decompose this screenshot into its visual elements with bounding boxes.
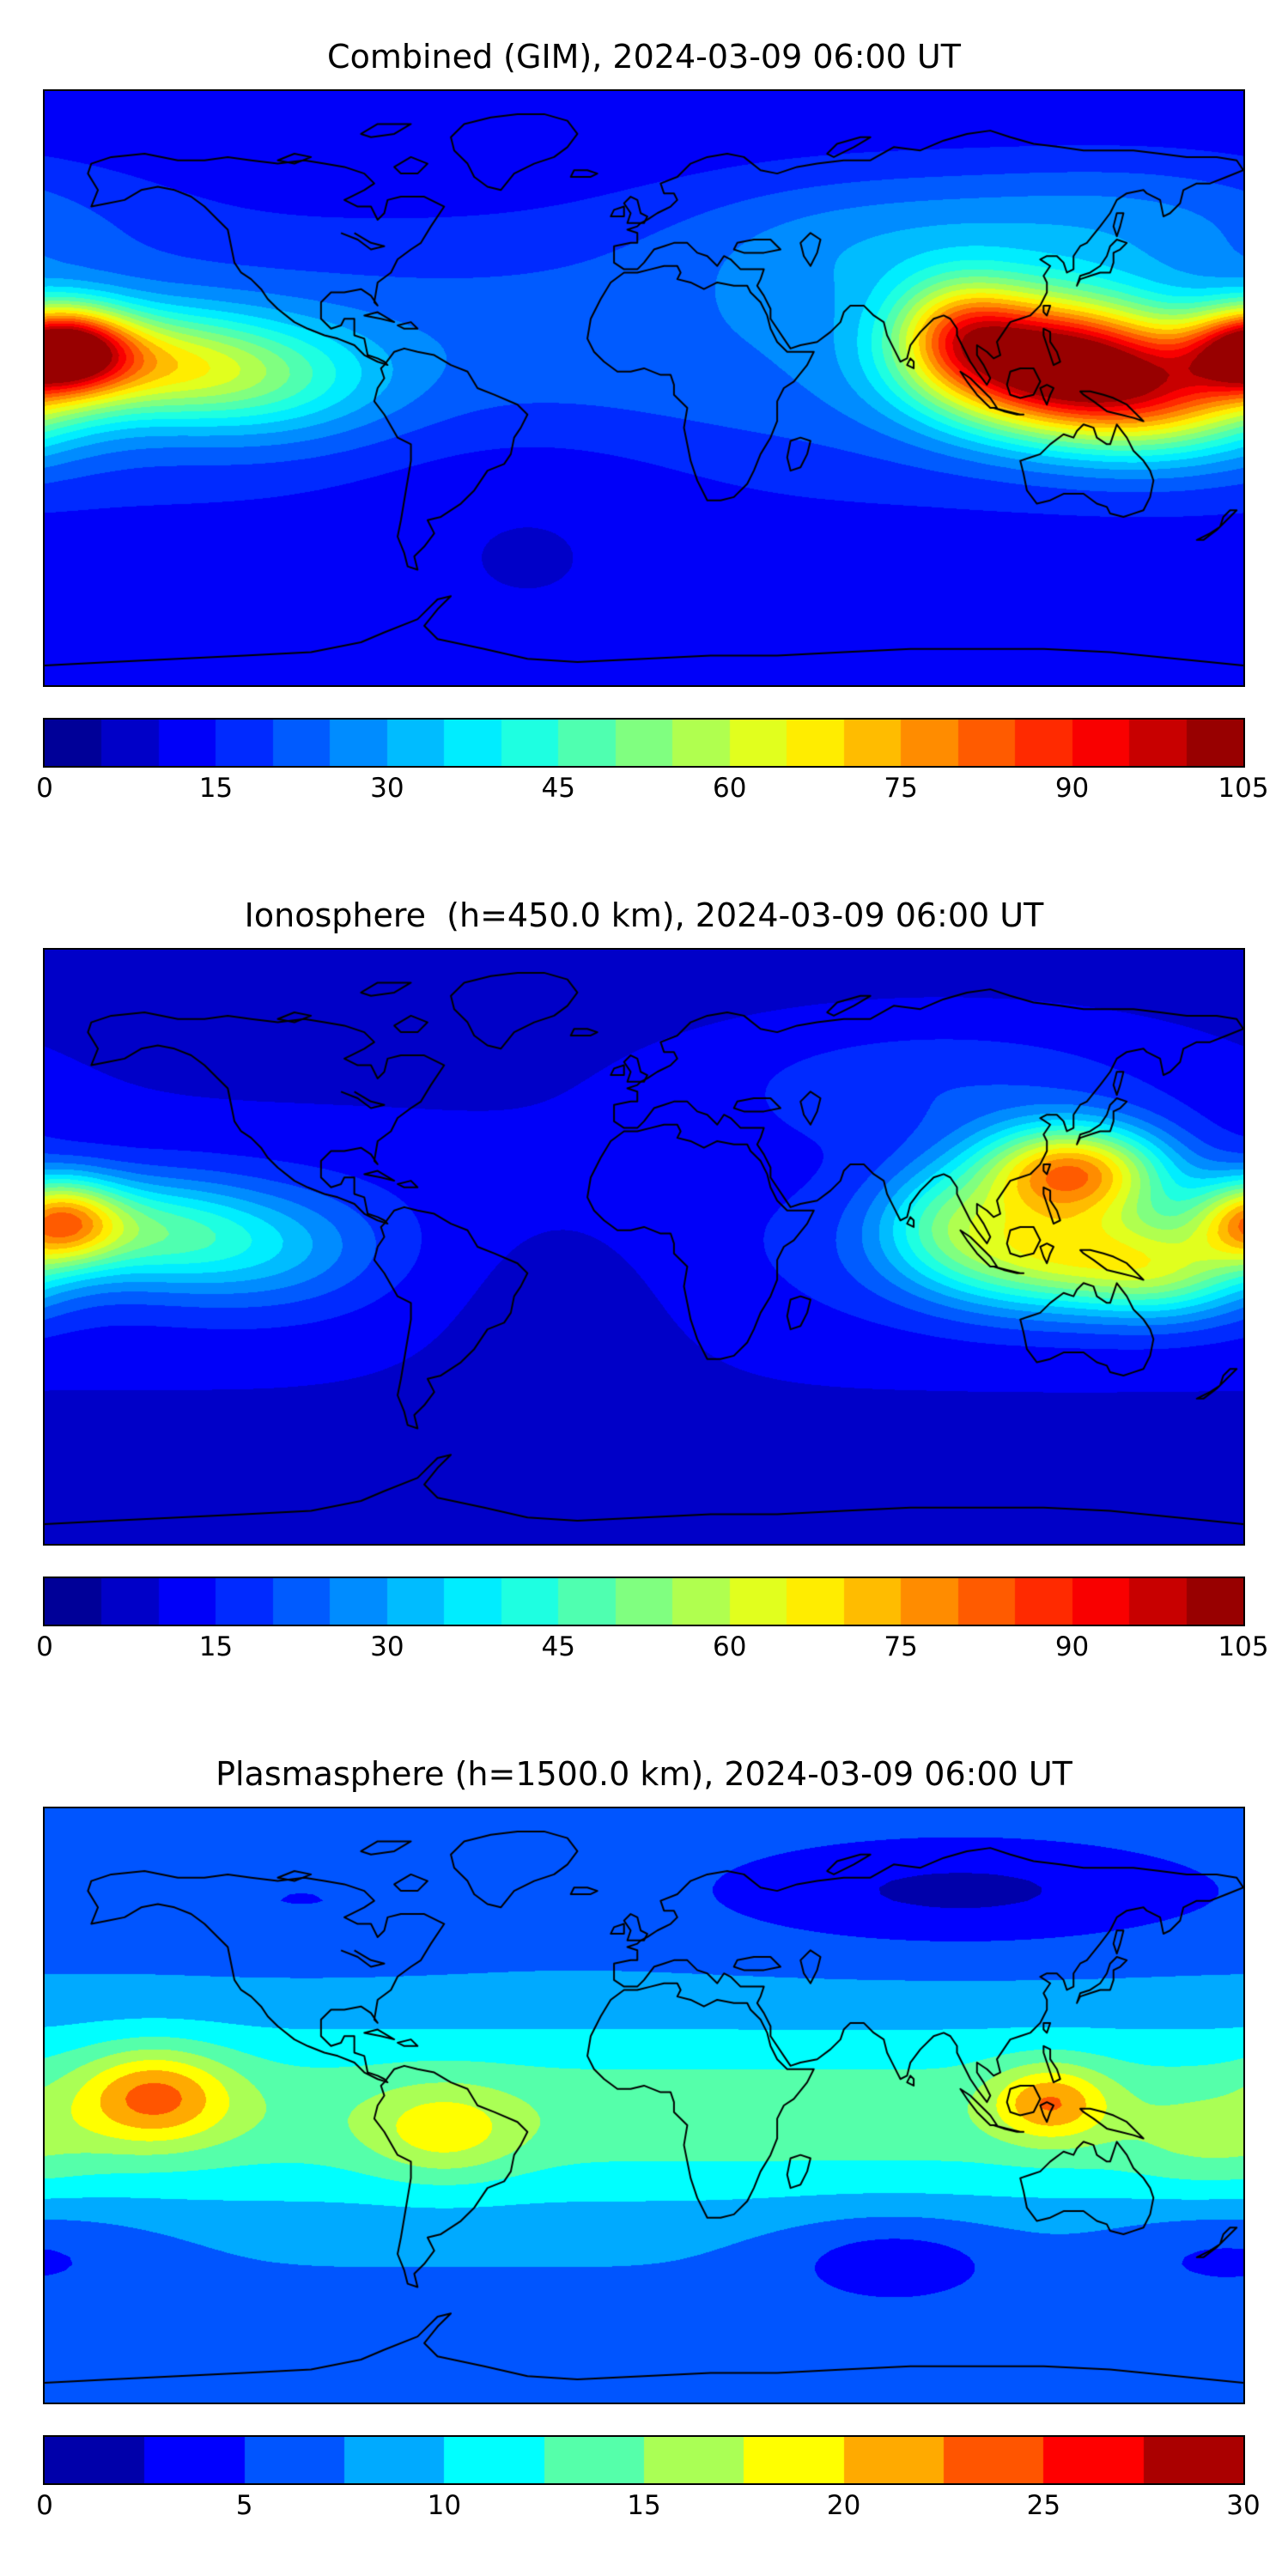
colorbar-tick-label: 105 [1218, 1631, 1269, 1662]
colorbar-tick-label: 15 [198, 1631, 234, 1662]
panel-plasmasphere-map-frame [43, 1807, 1245, 2404]
colorbar-tick-label: 5 [235, 2490, 253, 2521]
panel-ionosphere: Ionosphere (h=450.0 km), 2024-03-09 06:0… [0, 859, 1288, 1717]
colorbar-canvas-2 [45, 1578, 1243, 1625]
colorbar-tick-label: 75 [884, 1631, 918, 1662]
colorbar-tick-label: 30 [370, 1631, 404, 1662]
colorbar-tick-label: 10 [427, 2490, 462, 2521]
colorbar-tick-label: 15 [627, 2490, 661, 2521]
panel-combined: Combined (GIM), 2024-03-09 06:00 UT 0 15 3… [0, 0, 1288, 859]
colorbar-tick-label: 105 [1218, 773, 1269, 804]
map-canvas-1 [45, 91, 1243, 685]
colorbar-tick-label: 90 [1054, 773, 1090, 804]
panel-combined-title: Combined (GIM), 2024-03-09 06:00 UT [327, 38, 961, 76]
panel-plasmasphere-colorbar [43, 2435, 1245, 2485]
colorbar-tick-label: 0 [36, 2490, 53, 2521]
colorbar-tick-label: 0 [36, 1631, 53, 1662]
colorbar-tick-label: 30 [1226, 2490, 1261, 2521]
panel-combined-colorbar [43, 718, 1245, 768]
colorbar-tick-label: 0 [36, 773, 53, 804]
colorbar-tick-label: 20 [826, 2490, 861, 2521]
panel-ionosphere-title: Ionosphere (h=450.0 km), 2024-03-09 06:0… [244, 896, 1044, 934]
tick-row-3: 0 5 10 15 20 25 30 [36, 2490, 1261, 2528]
colorbar-tick-label: 60 [712, 773, 747, 804]
colorbar-canvas-3 [45, 2437, 1243, 2483]
tick-row-1: 0 15 30 45 60 75 90 105 [36, 773, 1268, 811]
panel-combined-map-frame [43, 89, 1245, 687]
colorbar-tick-label: 45 [541, 1631, 576, 1662]
panel-ionosphere-colorbar [43, 1577, 1245, 1626]
colorbar-tick-label: 25 [1026, 2490, 1061, 2521]
colorbar-tick-label: 75 [884, 773, 918, 804]
map-canvas-3 [45, 1808, 1243, 2403]
panel-ionosphere-map-frame [43, 948, 1245, 1546]
colorbar-tick-label: 45 [541, 773, 576, 804]
map-canvas-2 [45, 950, 1243, 1544]
colorbar-tick-label: 15 [198, 773, 234, 804]
panel-plasmasphere: Plasmasphere (h=1500.0 km), 2024-03-09 0… [0, 1717, 1288, 2576]
colorbar-tick-label: 90 [1054, 1631, 1090, 1662]
panel-plasmasphere-title: Plasmasphere (h=1500.0 km), 2024-03-09 0… [216, 1755, 1072, 1793]
colorbar-tick-label: 60 [712, 1631, 747, 1662]
colorbar-tick-label: 30 [370, 773, 404, 804]
colorbar-canvas-1 [45, 720, 1243, 766]
tick-row-2: 0 15 30 45 60 75 90 105 [36, 1631, 1268, 1669]
